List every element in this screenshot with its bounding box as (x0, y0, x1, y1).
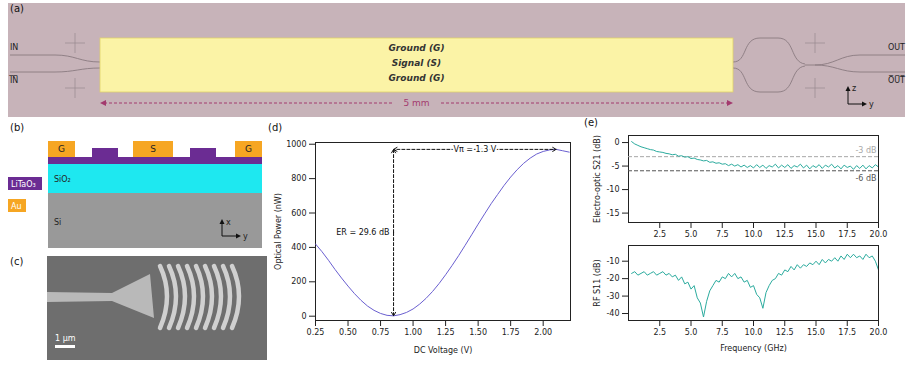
svg-text:Au: Au (11, 202, 22, 211)
svg-text:Electro-optic S21 (dB): Electro-optic S21 (dB) (593, 135, 602, 223)
svg-text:(e): (e) (584, 117, 598, 128)
svg-text:15.0: 15.0 (807, 328, 825, 337)
svg-text:I̅N̅: I̅N̅ (8, 75, 18, 85)
svg-text:0.25: 0.25 (307, 328, 325, 337)
svg-text:0.75: 0.75 (372, 328, 390, 337)
svg-text:7.5: 7.5 (716, 328, 729, 337)
svg-text:1.25: 1.25 (437, 328, 455, 337)
svg-text:-15: -15 (606, 209, 619, 218)
svg-text:G: G (58, 144, 65, 154)
svg-text:Signal (S): Signal (S) (392, 58, 441, 68)
svg-text:10.0: 10.0 (745, 230, 763, 239)
svg-text:12.5: 12.5 (776, 328, 794, 337)
svg-text:(b): (b) (10, 122, 24, 133)
svg-text:1.00: 1.00 (404, 328, 422, 337)
svg-text:5.0: 5.0 (685, 328, 698, 337)
svg-text:ER = 29.6 dB: ER = 29.6 dB (336, 228, 389, 237)
svg-text:SiO₂: SiO₂ (54, 175, 71, 184)
svg-text:Ground (G): Ground (G) (388, 43, 444, 53)
svg-text:1.50: 1.50 (469, 328, 487, 337)
svg-text:Vπ = 1.3 V: Vπ = 1.3 V (453, 145, 496, 154)
svg-text:(c): (c) (10, 256, 23, 267)
svg-text:G: G (245, 144, 252, 154)
svg-text:2.5: 2.5 (653, 230, 666, 239)
svg-text:-20: -20 (606, 274, 619, 283)
svg-text:1 μm: 1 μm (55, 334, 76, 343)
svg-text:-6 dB: -6 dB (855, 174, 876, 183)
svg-text:5.0: 5.0 (685, 230, 698, 239)
svg-text:O̅U̅T̅: O̅U̅T̅ (888, 75, 906, 85)
svg-text:S: S (150, 144, 156, 154)
svg-text:LiTaO₃: LiTaO₃ (11, 180, 36, 189)
svg-text:17.5: 17.5 (838, 230, 856, 239)
svg-text:5 mm: 5 mm (403, 98, 429, 108)
svg-text:y: y (243, 232, 248, 241)
svg-text:Optical Power (nW): Optical Power (nW) (274, 193, 283, 270)
svg-text:0: 0 (614, 138, 619, 147)
svg-text:z: z (852, 84, 856, 93)
svg-text:IN: IN (10, 43, 18, 52)
svg-text:OUT: OUT (888, 43, 905, 52)
svg-text:1000: 1000 (286, 140, 306, 149)
svg-text:y: y (869, 100, 874, 109)
svg-text:200: 200 (291, 277, 306, 286)
svg-text:15.0: 15.0 (807, 230, 825, 239)
svg-text:12.5: 12.5 (776, 230, 794, 239)
svg-text:600: 600 (291, 209, 306, 218)
svg-text:Si: Si (54, 218, 61, 227)
svg-text:0.50: 0.50 (339, 328, 357, 337)
svg-text:-10: -10 (606, 185, 619, 194)
svg-text:Ground (G): Ground (G) (388, 73, 444, 83)
svg-text:x: x (226, 218, 231, 227)
svg-text:(d): (d) (268, 122, 282, 133)
svg-text:RF S11 (dB): RF S11 (dB) (593, 259, 602, 306)
svg-text:10.0: 10.0 (745, 328, 763, 337)
svg-text:(a): (a) (10, 3, 24, 14)
svg-text:-10: -10 (606, 257, 619, 266)
svg-text:-5: -5 (612, 162, 620, 171)
svg-text:-40: -40 (606, 309, 619, 318)
svg-text:17.5: 17.5 (838, 328, 856, 337)
svg-text:2.00: 2.00 (534, 328, 552, 337)
svg-text:Frequency (GHz): Frequency (GHz) (720, 344, 787, 353)
svg-text:800: 800 (291, 174, 306, 183)
svg-text:7.5: 7.5 (716, 230, 729, 239)
svg-text:-30: -30 (606, 292, 619, 301)
svg-text:0: 0 (301, 312, 306, 321)
svg-text:2.5: 2.5 (653, 328, 666, 337)
svg-text:20.0: 20.0 (870, 328, 888, 337)
svg-text:-3 dB: -3 dB (855, 146, 876, 155)
svg-text:400: 400 (291, 243, 306, 252)
svg-text:DC Voltage (V): DC Voltage (V) (414, 346, 473, 355)
svg-text:1.75: 1.75 (502, 328, 520, 337)
svg-text:20.0: 20.0 (870, 230, 888, 239)
